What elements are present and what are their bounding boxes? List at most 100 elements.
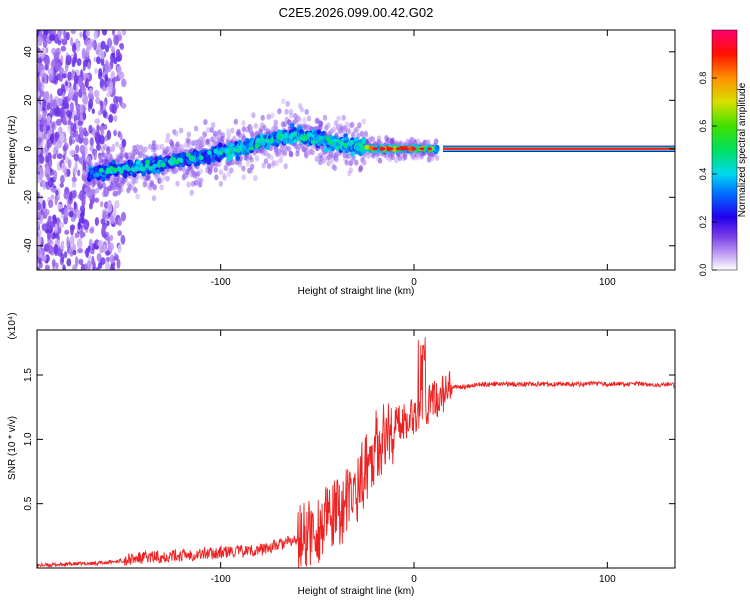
spectrogram-noise-cell: [78, 218, 85, 224]
spectrogram-noise-cell: [57, 126, 63, 135]
spectrogram-noise-cell: [60, 45, 67, 52]
spectrogram-halo-cell: [229, 167, 234, 174]
spectrogram-halo-cell: [159, 177, 164, 184]
spectrogram-noise-cell: [82, 94, 89, 105]
spectrogram-noise-cell: [115, 55, 121, 62]
spectrogram-noise-cell: [37, 124, 40, 135]
spectrogram-noise-cell: [68, 85, 74, 97]
spectrogram-noise-cell: [41, 255, 47, 262]
spectrogram-noise-cell: [72, 249, 77, 256]
spectrogram-ticks: -100 0 100 -40 -20 0 20 40: [23, 30, 675, 288]
spectrogram-halo-cell: [281, 98, 286, 105]
spectrogram-noise-cell: [68, 191, 73, 201]
spectrogram-noise-cell: [59, 182, 64, 188]
spectrogram-noise-cell: [64, 229, 70, 235]
spectrogram-core-cell: [111, 159, 116, 165]
spectrogram-noise-cell: [105, 44, 109, 53]
spectrogram-core-cell: [321, 130, 326, 136]
spectrogram-peak-cell: [235, 148, 241, 154]
spectrogram-halo-cell: [98, 154, 103, 161]
spectrogram-noise-cell: [53, 99, 57, 109]
spectrogram-peak-cell: [98, 167, 104, 173]
spectrogram-halo-cell: [263, 158, 269, 165]
spectrogram-noise-cell: [68, 93, 73, 99]
spectrogram-halo-cell: [332, 165, 338, 171]
spectrogram-halo-cell: [130, 154, 136, 161]
spectrogram-noise-cell: [77, 221, 81, 230]
spectrogram-noise-cell: [82, 59, 88, 68]
snr-series-line: [37, 337, 675, 568]
spectrogram-halo-cell: [143, 146, 148, 153]
spectrogram-halo-cell: [287, 119, 292, 126]
spectrogram-noise-cell: [63, 207, 69, 219]
spectrogram-noise-cell: [70, 37, 74, 47]
spectrogram-noise-cell: [88, 87, 94, 94]
spectrogram-halo-cell: [119, 152, 124, 159]
spectrogram-peak-cell: [248, 142, 254, 148]
spectrogram-halo-cell: [231, 158, 237, 165]
spectrogram-halo-cell: [209, 127, 214, 133]
spectrogram-halo-cell: [394, 157, 399, 164]
spectrogram-noise-cell: [46, 120, 50, 127]
spectrogram-halo-cell: [363, 130, 368, 137]
spectrogram-noise-cell: [55, 118, 62, 126]
spectrogram-noise-cell: [113, 34, 120, 46]
spectrogram-noise-cell: [94, 118, 100, 124]
spectrogram-halo-cell: [362, 159, 367, 166]
spectrogram-noise-cell: [48, 177, 54, 188]
spectrogram-noise-cell: [41, 77, 45, 83]
spectrogram-peak-cell: [152, 163, 158, 169]
spectrogram-noise-cell: [86, 62, 91, 70]
spectrogram-halo-cell: [214, 174, 219, 181]
snr-plot-area: [37, 330, 675, 568]
spectrogram-noise-cell: [69, 149, 75, 156]
spectrogram-core-cell: [289, 123, 295, 129]
spectrogram-halo-cell: [358, 164, 364, 171]
spectrogram-noise-cell: [37, 57, 43, 64]
spectrogram-peak-cell: [144, 163, 150, 169]
spectrogram-halo-cell: [249, 156, 254, 163]
spectrogram-noise-cell: [119, 42, 125, 51]
spectrogram-halo-cell: [260, 114, 265, 121]
spectrogram-noise-cell: [43, 48, 47, 55]
spectrogram-noise-cell: [117, 230, 123, 237]
spectrogram-noise-cell: [53, 170, 58, 181]
spectrogram-noise-cell: [71, 94, 77, 102]
spectrogram-noise-cell: [56, 107, 62, 117]
spectrogram-halo-cell: [186, 131, 192, 138]
spectrogram-halo-cell: [233, 118, 238, 125]
spectrogram-halo-cell: [304, 108, 309, 115]
spectrogram-noise-cell: [77, 120, 84, 127]
spectrogram-noise-cell: [105, 250, 110, 256]
spectrogram-halo-cell: [179, 144, 184, 150]
spectrogram-noise-cell: [45, 64, 49, 71]
spectrogram-halo-cell: [288, 108, 294, 115]
spectrogram-halo-cell: [332, 126, 337, 133]
spectrogram-noise-cell: [54, 223, 58, 234]
spectrogram-peak-cell: [427, 147, 432, 151]
spectrogram-noise-cell: [71, 44, 77, 53]
spectrogram-halo-cell: [241, 174, 246, 181]
spectrogram-noise-cell: [112, 76, 118, 82]
spectrogram-noise-cell: [37, 155, 40, 164]
snr-y-tick-label: 0.5: [23, 496, 34, 510]
spectrogram-noise-cell: [85, 30, 91, 37]
spectrogram-noise-cell: [52, 154, 57, 160]
spectrogram-noise-cell: [63, 101, 69, 110]
spectrogram-noise-cell: [48, 72, 54, 81]
spectrogram-halo-cell: [222, 172, 227, 179]
spectrogram-halo-cell: [241, 165, 246, 172]
spectrogram-noise-cell: [86, 39, 92, 51]
spectrogram-noise-cell: [37, 220, 40, 228]
spectrogram-halo-cell: [218, 180, 223, 187]
spectrogram-halo-cell: [261, 162, 266, 169]
spectrogram-halo-cell: [266, 113, 271, 120]
spectrogram-noise-cell: [56, 153, 63, 160]
spectrogram-halo-cell: [322, 155, 328, 162]
spectrogram-noise-cell: [89, 137, 94, 147]
spectrogram-peak-cell: [288, 135, 294, 141]
spectrogram-halo-cell: [90, 188, 96, 195]
snr-x-tick-label: 0: [411, 574, 417, 585]
spectrogram-core-cell: [323, 147, 329, 153]
spectrogram-noise-cell: [78, 126, 84, 135]
